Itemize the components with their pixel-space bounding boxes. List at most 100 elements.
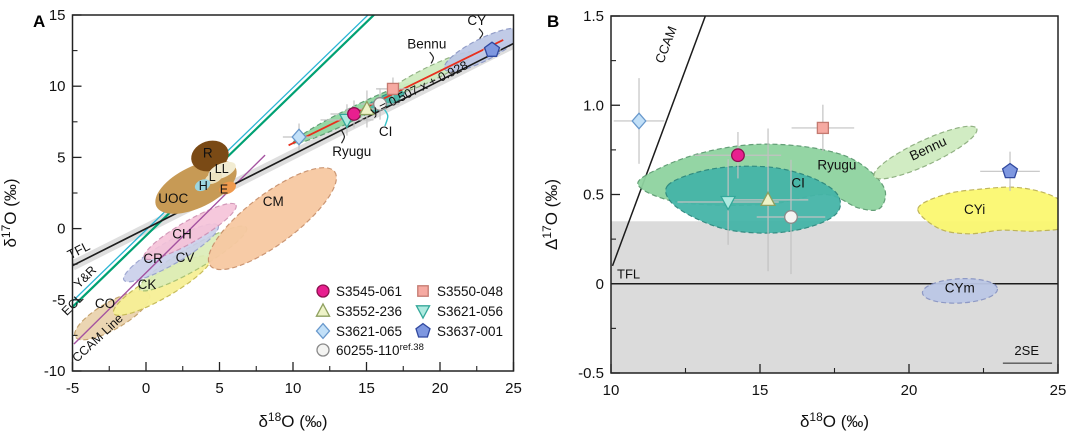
x-tick-label: 5 [215,380,223,397]
panel-b-letter: B [547,12,559,31]
marker-triangle-up [358,100,375,116]
legend-marker-circle [316,343,330,357]
data-point-S3545-061-a [347,107,361,121]
label-h: H [199,179,208,193]
data-point-60255-110-b [784,210,798,224]
data-point-S3621-065-b [631,112,647,130]
y-tick-label: 0 [57,221,65,238]
label-tfl: TFL [617,266,640,281]
tfl-line [72,42,514,267]
label-cm: CM [263,194,284,209]
x-tick-label: 10 [285,380,302,397]
x-tick-label: 15 [752,382,769,399]
legend-item-S3550-048: S3550-048 [417,284,503,299]
axis-frame-a [71,14,515,372]
y-tick-label: 10 [49,78,66,95]
label-cr: CR [143,251,163,266]
y-tick-label: 15 [49,7,66,24]
region-e [219,181,236,195]
label-co: CO [95,296,115,311]
y-tick-label: 0.5 [583,187,604,204]
region-bennu [873,125,978,180]
cy-connector [478,28,484,39]
legend-label-S3637-001: S3637-001 [437,324,503,339]
legend-item-S3621-056: S3621-056 [415,304,503,320]
legend-marker-circle [316,284,330,298]
label-2se: 2SE [1014,343,1039,358]
legend-item-S3552-236: S3552-236 [315,302,402,319]
marker-pentagon [1001,162,1019,179]
y-tick-label: -5 [52,292,65,309]
legend-label-S3621-065: S3621-065 [336,324,402,339]
region-ch [143,202,237,261]
legend: S3545-061 S3550-048 S3552-236 S3621-056 S362… [315,284,503,358]
plot-area-a [72,15,514,345]
y-tick-label: -10 [44,363,66,380]
marker-square [386,82,400,96]
y-tick-label: 1.5 [583,8,604,25]
panel-a-letter: A [33,12,45,31]
label-ccam: CCAM [652,24,680,65]
label-ll: LL [215,162,229,176]
label-e: E [220,183,228,197]
legend-marker-square [417,285,429,297]
y-tick-label: 1.0 [583,97,604,114]
label-bennu: Bennu [407,37,446,52]
data-point-S3550-048-b [816,121,830,135]
marker-circle [373,97,387,111]
axis-frame-b [610,15,1059,374]
label-l: L [209,170,216,184]
x-tick-label: 10 [603,382,620,399]
label-cym: CYm [945,281,975,296]
legend-item-S3545-061: S3545-061 [316,284,402,299]
x-tick-label: 15 [358,380,375,397]
marker-diamond [291,128,307,146]
marker-circle [730,148,745,163]
x-axis-title-b: δ18O (‰) [800,410,869,431]
data-point-60255-110-a [373,97,387,111]
y-tick-label: 5 [57,149,65,166]
region-cyi [917,186,1058,235]
label-ci: CI [379,124,393,139]
data-point-S3621-065-a [291,128,307,146]
ci-connector [383,108,389,127]
legend-label-60255-110: 60255-110ref.38 [336,342,424,358]
region-cym [921,278,999,304]
bennu-connector [429,51,435,64]
legend-label-S3545-061: S3545-061 [336,284,402,299]
data-point-S3545-061-b [730,148,745,163]
x-tick-label: 25 [505,380,522,397]
marker-circle [784,210,798,224]
marker-pentagon [483,41,501,57]
y-axis-title-a: δ17O (‰) [0,178,20,247]
label-ck: CK [138,277,157,292]
x-tick-label: 25 [1050,382,1067,399]
legend-label-S3550-048: S3550-048 [437,284,503,299]
legend-marker-triangle-down [415,305,431,320]
data-point-S3637-001-b [1001,162,1019,179]
data-point-S3552-236-b [759,191,777,207]
legend-item-S3621-065: S3621-065 [315,322,402,340]
y-axis-title-b: Δ17O (‰) [540,179,561,250]
region-cm [207,167,338,271]
legend-marker-pentagon [415,322,431,338]
x-axis-title-a: δ18O (‰) [258,410,327,431]
y-tick-label: -0.5 [578,365,604,382]
x-tick-label: 20 [432,380,449,397]
legend-label-S3552-236: S3552-236 [336,304,402,319]
label-uoc: UOC [158,191,188,206]
label-cyi: CYi [964,202,985,217]
legend-marker-triangle-up [315,302,331,317]
x-tick-label: 0 [142,380,150,397]
y-tick-label: 0 [596,276,604,293]
label-ci: CI [791,175,805,190]
legend-label-S3621-056: S3621-056 [437,304,503,319]
label-r: R [203,145,213,160]
label-cv: CV [176,250,195,265]
marker-square [816,121,830,135]
marker-circle [347,107,361,121]
